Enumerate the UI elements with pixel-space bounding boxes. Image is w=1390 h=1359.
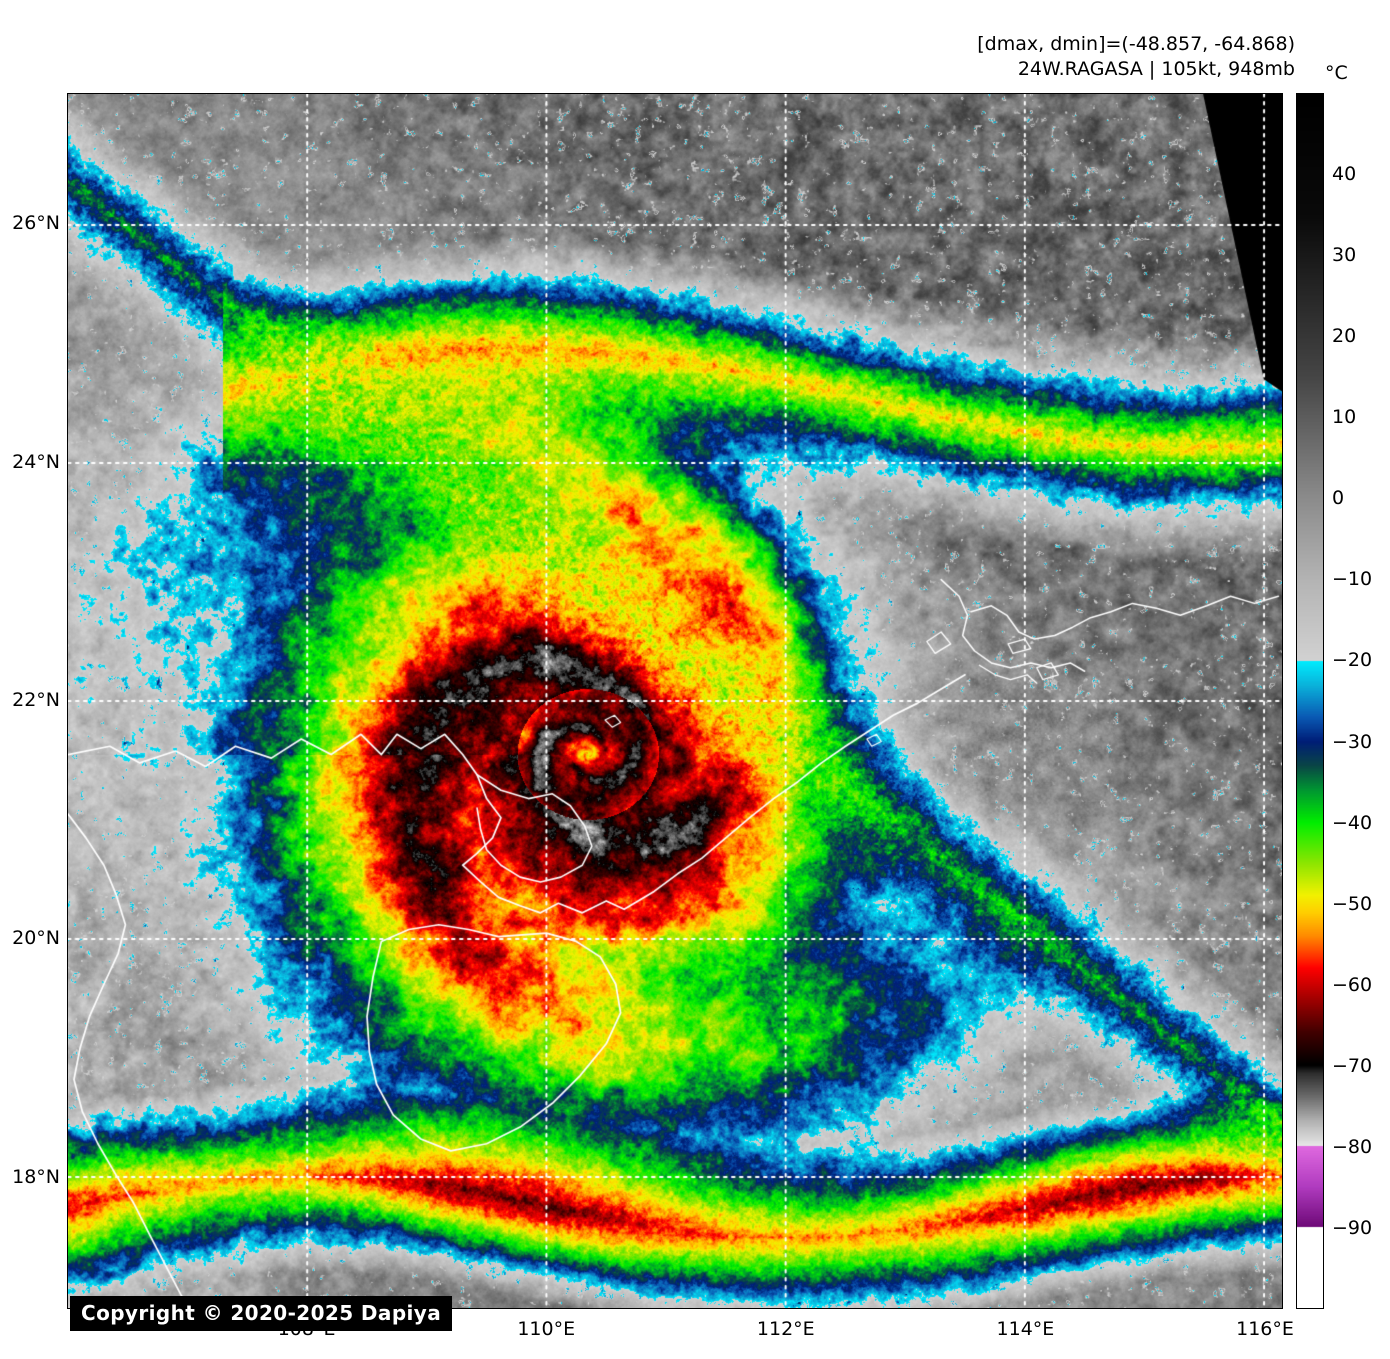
colorbar-tick-9: −50 (1332, 892, 1373, 915)
data-range-annotation: [dmax, dmin]=(-48.857, -64.868) 24W.RAGA… (977, 32, 1295, 82)
x-axis-tick-2: 112°E (756, 1318, 815, 1340)
colorbar-tick-4: 0 (1332, 487, 1345, 510)
colorbar-tick-12: −80 (1332, 1135, 1373, 1158)
colorbar-tick-11: −70 (1332, 1054, 1373, 1077)
colorbar-tick-2: 20 (1332, 325, 1357, 348)
y-axis-tick-3: 20°N (12, 927, 60, 950)
colorbar-tick-5: −10 (1332, 568, 1373, 591)
colorbar-unit-label: °C (1325, 62, 1348, 84)
colorbar-tick-6: −20 (1332, 649, 1373, 672)
satellite-image-plot[interactable] (67, 93, 1283, 1309)
colorbar-tick-3: 10 (1332, 406, 1357, 429)
storm-intensity-label: 24W.RAGASA | 105kt, 948mb (1017, 58, 1295, 80)
y-axis-tick-4: 18°N (12, 1165, 60, 1188)
colorbar-tick-13: −90 (1332, 1216, 1373, 1239)
x-axis-tick-1: 110°E (517, 1318, 576, 1340)
copyright-banner: Copyright © 2020-2025 Dapiya (70, 1296, 453, 1331)
colorbar-tick-7: −30 (1332, 730, 1373, 753)
y-axis-tick-0: 26°N (12, 212, 60, 235)
colorbar-tick-10: −60 (1332, 973, 1373, 996)
colorbar-tick-8: −40 (1332, 811, 1373, 834)
colorbar-gradient (1297, 94, 1323, 1308)
colorbar-tick-1: 30 (1332, 244, 1357, 267)
colorbar[interactable] (1296, 93, 1324, 1309)
y-axis-tick-1: 24°N (12, 450, 60, 473)
dmax-dmin-label: [dmax, dmin]=(-48.857, -64.868) (977, 33, 1295, 55)
y-axis-tick-2: 22°N (12, 689, 60, 711)
colorbar-tick-0: 40 (1332, 163, 1357, 186)
x-axis-tick-4: 116°E (1236, 1318, 1294, 1340)
infrared-imagery-canvas (68, 94, 1282, 1308)
x-axis-tick-3: 114°E (996, 1318, 1055, 1340)
